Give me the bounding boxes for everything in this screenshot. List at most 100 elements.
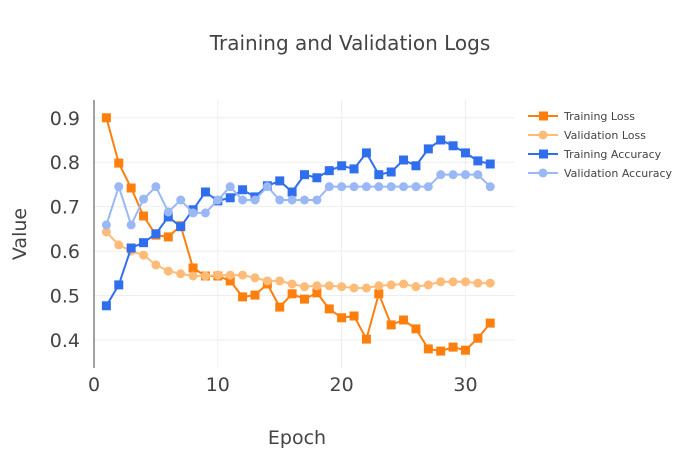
data-point [448,342,458,352]
data-point [275,276,285,286]
series-line [105,138,491,307]
data-point [126,183,136,193]
data-point [238,185,248,195]
data-point [312,288,322,298]
y-axis-label: Value [9,208,31,260]
legend-label: Validation Accuracy [564,167,673,180]
plot-area [101,113,495,356]
data-point [139,250,149,260]
data-point [423,280,433,290]
legend-marker [539,111,548,121]
data-point [287,195,297,205]
data-point [411,161,421,171]
legend-label: Training Accuracy [563,148,662,161]
data-point [238,292,248,302]
data-point [312,173,322,183]
y-tick-label: 0.8 [50,152,80,174]
data-point [188,208,198,218]
data-point [485,159,495,169]
data-point [361,334,371,344]
data-point [436,277,446,287]
legend-label: Training Loss [563,110,635,123]
data-point [225,193,235,203]
data-point [139,238,149,248]
legend-marker [538,168,548,178]
data-point [151,182,161,192]
y-tick-label: 0.6 [50,241,80,263]
data-point [188,263,198,273]
data-point [460,170,470,180]
data-point [275,302,285,312]
data-point [312,281,322,291]
data-point [163,266,173,276]
legend-marker [539,149,548,159]
data-point [361,283,371,293]
data-point [374,289,384,299]
data-point [101,227,111,237]
data-point [101,113,111,123]
data-point [473,156,483,166]
data-point [139,211,149,221]
data-point [460,277,470,287]
data-point [399,182,409,192]
data-point [200,187,210,197]
data-point [225,270,235,280]
data-point [200,208,210,218]
data-point [411,282,421,292]
data-point [300,282,309,292]
data-point [287,279,297,289]
legend-item[interactable]: Training Loss [528,110,635,123]
legend-item[interactable]: Training Accuracy [528,148,662,161]
data-point [460,345,470,355]
data-point [324,182,334,192]
series-training-loss [101,113,495,356]
data-point [460,148,470,158]
data-point [448,277,458,287]
legend-marker [538,130,548,140]
data-point [361,182,371,192]
data-point [163,232,173,242]
data-point [101,220,111,230]
data-point [361,148,371,158]
data-point [188,271,198,281]
series-validation-loss [101,227,495,293]
data-point [324,281,334,291]
data-point [200,271,210,281]
data-point [349,182,359,192]
data-point [114,280,124,290]
data-point [374,281,384,291]
grid [94,100,515,368]
x-tick-label: 10 [206,374,230,396]
data-point [287,187,297,197]
data-point [423,344,433,354]
data-point [485,318,495,328]
data-point [151,260,161,270]
data-point [374,170,384,180]
data-point [485,278,495,288]
data-point [448,170,458,180]
data-point [349,311,359,321]
data-point [114,240,124,250]
data-point [386,167,396,177]
data-point [114,158,124,168]
data-point [386,182,396,192]
data-point [250,290,260,300]
data-point [436,135,446,145]
legend-item[interactable]: Validation Loss [528,129,646,142]
data-point [151,229,161,239]
data-point [423,182,433,192]
data-point [139,194,149,204]
data-point [473,278,483,288]
data-point [337,182,347,192]
data-point [275,195,285,205]
data-point [448,141,458,151]
data-point [436,346,446,356]
y-tick-label: 0.9 [50,108,80,130]
legend-item[interactable]: Validation Accuracy [528,167,673,180]
data-point [374,182,384,192]
legend[interactable]: Training Loss Validation Loss Training Acc… [528,110,673,180]
data-point [300,195,309,205]
series-validation-accuracy [101,170,495,230]
